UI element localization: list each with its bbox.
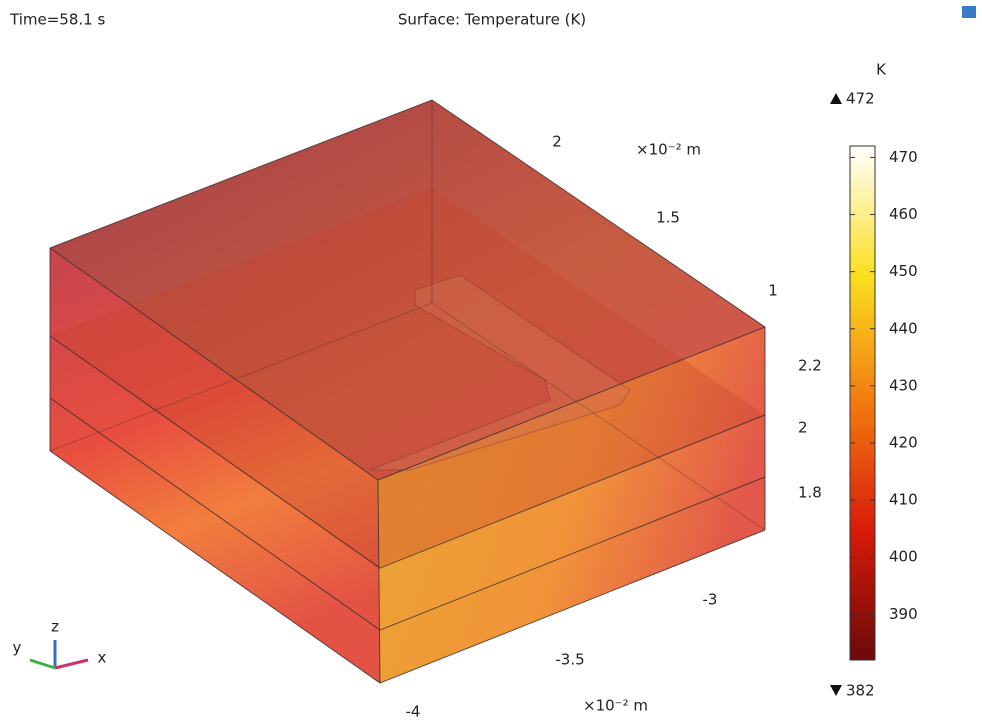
triad-label: x xyxy=(98,649,107,667)
colorbar-tick-label: 470 xyxy=(889,148,918,166)
x-tick-label: -3.5 xyxy=(555,651,584,669)
colorbar-label: K xyxy=(876,61,887,79)
colorbar-min: 382 xyxy=(846,682,875,700)
colorbar-tick-label: 410 xyxy=(889,491,918,509)
colorbar-tick-label: 440 xyxy=(889,319,918,337)
page: Time=58.1 s Surface: Temperature (K) 2 1… xyxy=(0,0,982,723)
plot: Time=58.1 s Surface: Temperature (K) 2 1… xyxy=(0,0,982,723)
triad-label: y xyxy=(13,639,22,657)
z-tick-label: 2.2 xyxy=(798,357,822,375)
y-tick-label: 1.5 xyxy=(656,209,680,227)
colorbar-tick-label: 390 xyxy=(889,605,918,623)
z-tick-label: 1.8 xyxy=(798,484,822,502)
max-marker xyxy=(830,93,842,104)
y-tick-label: 1 xyxy=(768,282,778,300)
colorbar-tick-label: 420 xyxy=(889,433,918,451)
x-unit: ×10⁻² m xyxy=(583,697,648,715)
colorbar-tick-label: 400 xyxy=(889,548,918,566)
colorbar-tick-label: 430 xyxy=(889,376,918,394)
x-tick-label: -3 xyxy=(703,591,718,609)
toolbar-icon[interactable] xyxy=(962,6,976,18)
axis-triad: z y x xyxy=(13,618,107,669)
y-tick-label: 2 xyxy=(552,133,562,151)
box xyxy=(50,100,765,683)
triad-label: z xyxy=(51,618,59,636)
x-tick-label: -4 xyxy=(406,703,421,721)
colorbar-tick-label: 460 xyxy=(889,205,918,223)
min-marker xyxy=(830,685,842,696)
colorbar-tick-label: 450 xyxy=(889,262,918,280)
chart-title: Surface: Temperature (K) xyxy=(398,11,586,29)
z-tick-label: 2 xyxy=(798,419,808,437)
colorbar-max: 472 xyxy=(846,90,875,108)
colorbar: K 472 382 470 460 450 440 430 420 410 400 390 xyxy=(830,61,918,700)
y-unit: ×10⁻² m xyxy=(636,141,701,159)
colorbar-gradient xyxy=(850,146,875,660)
time-label: Time=58.1 s xyxy=(9,11,105,29)
